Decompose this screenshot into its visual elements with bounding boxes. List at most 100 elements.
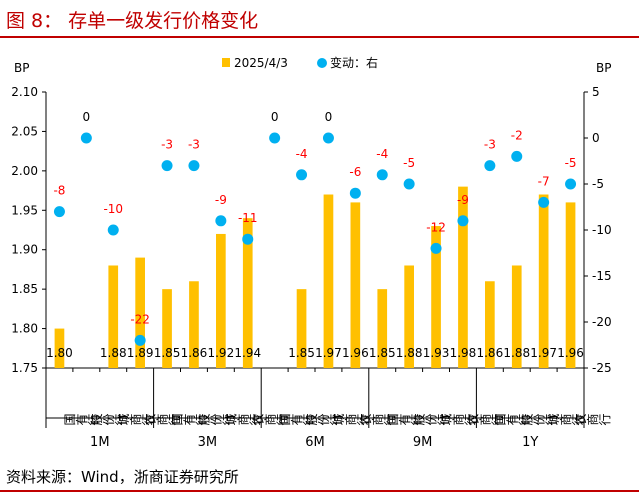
- category-label: 国有行: [63, 413, 99, 427]
- left-tick-label: 1.80: [11, 322, 38, 336]
- category-label: 股份行: [413, 413, 449, 427]
- bar-value-label: 1.92: [207, 346, 234, 360]
- bar-value-label: 1.88: [396, 346, 423, 360]
- left-tick-label: 1.75: [11, 361, 38, 375]
- bar: [54, 328, 65, 368]
- change-point: [376, 169, 388, 181]
- bar-value-label: 1.94: [234, 346, 261, 360]
- change-point: [538, 196, 550, 208]
- change-value-label: -10: [103, 202, 123, 216]
- group-label: 1Y: [522, 435, 538, 450]
- category-label: 国有行: [494, 413, 530, 427]
- category-label: 城商行: [440, 413, 476, 427]
- right-tick-label: -20: [592, 315, 612, 329]
- bar: [350, 202, 361, 368]
- left-tick-label: 1.85: [11, 282, 38, 296]
- change-point: [53, 206, 65, 218]
- change-value-label: -12: [426, 220, 446, 234]
- change-point: [188, 160, 200, 172]
- bar-value-label: 1.98: [450, 346, 477, 360]
- change-point: [134, 334, 146, 346]
- change-value-label: -2: [511, 128, 523, 142]
- change-value-label: -3: [188, 138, 200, 152]
- legend-bar-label: 2025/4/3: [234, 56, 288, 70]
- change-value-label: -4: [376, 147, 388, 161]
- change-point: [403, 178, 415, 190]
- bar-value-label: 1.97: [530, 346, 557, 360]
- bar: [108, 265, 119, 368]
- figure-title: 图 8： 存单一级发行价格变化: [6, 10, 259, 32]
- bar-value-label: 1.96: [342, 346, 369, 360]
- bar-value-label: 1.86: [181, 346, 208, 360]
- category-label: 城商行: [547, 413, 583, 427]
- bar: [135, 257, 145, 368]
- category-label: 农商行: [251, 413, 287, 427]
- bar: [538, 194, 549, 368]
- change-value-label: -8: [53, 184, 65, 198]
- right-tick-label: -10: [592, 223, 612, 237]
- left-unit-label: BP: [14, 61, 29, 75]
- right-tick-label: -5: [592, 177, 604, 191]
- category-label: 城商行: [332, 413, 368, 427]
- bar-value-label: 1.85: [369, 346, 396, 360]
- change-value-label: -6: [349, 165, 361, 179]
- bar-value-label: 1.88: [100, 346, 127, 360]
- category-label: 农商行: [359, 413, 395, 427]
- change-point: [349, 187, 361, 199]
- category-label: 城商行: [224, 413, 260, 427]
- category-label: 股份行: [520, 413, 556, 427]
- change-value-label: 0: [271, 110, 279, 124]
- left-tick-label: 2.00: [11, 164, 38, 178]
- bar: [377, 289, 388, 368]
- right-unit-label: BP: [596, 61, 611, 75]
- change-point: [511, 150, 523, 162]
- left-tick-label: 1.95: [11, 203, 38, 217]
- source-note: 资料来源：Wind，浙商证券研究所: [6, 468, 239, 486]
- group-label: 3M: [198, 435, 218, 450]
- change-point: [322, 132, 334, 144]
- change-point: [107, 224, 119, 236]
- bar: [565, 202, 576, 368]
- group-label: 6M: [305, 435, 325, 450]
- bar-value-label: 1.88: [503, 346, 530, 360]
- title-divider: [0, 36, 639, 38]
- bar: [485, 281, 495, 368]
- left-tick-label: 1.90: [11, 243, 38, 257]
- bar: [189, 281, 199, 368]
- bar-value-label: 1.93: [423, 346, 450, 360]
- change-value-label: -3: [161, 138, 173, 152]
- change-point: [565, 178, 577, 190]
- right-tick-label: 5: [592, 85, 600, 99]
- change-point: [484, 160, 496, 172]
- change-point: [80, 132, 92, 144]
- bar-value-label: 1.85: [288, 346, 315, 360]
- change-value-label: -3: [484, 138, 496, 152]
- change-point: [269, 132, 281, 144]
- bar-value-label: 1.89: [127, 346, 154, 360]
- change-value-label: -5: [403, 156, 415, 170]
- change-value-label: 0: [325, 110, 333, 124]
- category-label: 农商行: [467, 413, 503, 427]
- bar-value-label: 1.96: [557, 346, 584, 360]
- change-point: [457, 215, 469, 227]
- bar: [296, 289, 307, 368]
- category-label: 农商行: [574, 413, 610, 427]
- bar-value-label: 1.97: [315, 346, 342, 360]
- bar-value-label: 1.85: [154, 346, 181, 360]
- change-value-label: -9: [215, 193, 227, 207]
- change-point: [161, 160, 173, 172]
- change-value-label: -7: [538, 174, 550, 188]
- bottom-divider: [0, 490, 639, 492]
- group-label: 1M: [90, 435, 110, 450]
- category-label: 国有行: [279, 413, 315, 427]
- change-value-label: 0: [83, 110, 91, 124]
- bar: [242, 218, 253, 368]
- left-tick-label: 2.05: [11, 124, 38, 138]
- bar: [431, 226, 441, 368]
- category-label: 股份行: [198, 413, 234, 427]
- change-value-label: -4: [296, 147, 308, 161]
- bar: [458, 186, 468, 368]
- bar: [511, 265, 522, 368]
- combo-chart: 1.751.801.851.901.952.002.052.10-25-20-1…: [11, 55, 612, 450]
